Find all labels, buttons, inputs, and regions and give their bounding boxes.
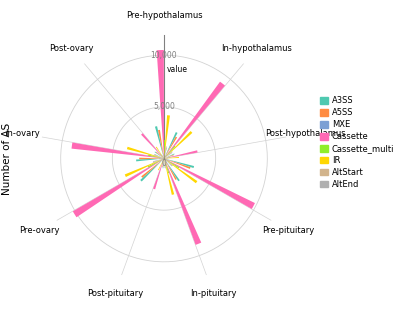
Bar — [154, 154, 164, 158]
Bar — [158, 130, 164, 158]
Bar — [164, 158, 168, 159]
Bar — [153, 158, 164, 189]
Text: value: value — [167, 65, 188, 74]
Bar — [155, 126, 164, 158]
Bar — [164, 158, 166, 163]
Bar — [164, 158, 201, 245]
Bar — [157, 50, 164, 158]
Bar — [148, 154, 164, 158]
Text: Number of AS: Number of AS — [2, 122, 12, 195]
Bar — [164, 155, 174, 158]
Bar — [154, 152, 164, 158]
Bar — [163, 157, 164, 158]
Text: 5,000: 5,000 — [153, 102, 175, 111]
Bar — [162, 158, 164, 167]
Bar — [164, 158, 166, 169]
Bar — [164, 82, 225, 158]
Bar — [159, 158, 164, 162]
Bar — [164, 158, 255, 209]
Bar — [164, 157, 179, 158]
Bar — [164, 146, 166, 158]
Bar — [162, 155, 164, 158]
Bar — [164, 158, 177, 180]
Bar — [164, 152, 172, 158]
Bar — [164, 158, 194, 168]
Bar — [154, 154, 164, 158]
Bar — [141, 158, 164, 178]
Bar — [140, 158, 164, 182]
Bar — [164, 140, 165, 158]
Bar — [125, 158, 164, 177]
Text: 10,000: 10,000 — [151, 51, 177, 60]
Bar — [164, 158, 172, 166]
Bar — [160, 154, 164, 158]
Bar — [153, 158, 164, 162]
Bar — [162, 155, 164, 158]
Bar — [158, 158, 164, 170]
Bar — [164, 151, 172, 158]
Bar — [164, 147, 167, 158]
Bar — [164, 115, 170, 158]
Bar — [164, 131, 192, 158]
Bar — [163, 153, 164, 158]
Legend: A3SS, A5SS, MXE, Cassette, Cassette_multi, IR, AltStart, AltEnd: A3SS, A5SS, MXE, Cassette, Cassette_mult… — [318, 95, 396, 191]
Bar — [139, 158, 164, 159]
Bar — [153, 158, 164, 163]
Bar — [156, 152, 164, 158]
Bar — [164, 158, 197, 183]
Bar — [164, 158, 179, 168]
Bar — [127, 147, 164, 158]
Bar — [136, 158, 164, 161]
Bar — [164, 158, 180, 181]
Bar — [162, 158, 164, 162]
Bar — [72, 143, 164, 158]
Bar — [164, 158, 169, 161]
Bar — [164, 146, 176, 158]
Text: 0: 0 — [162, 158, 166, 167]
Bar — [164, 155, 167, 158]
Bar — [164, 158, 190, 169]
Bar — [164, 158, 165, 168]
Bar — [164, 150, 198, 158]
Bar — [162, 158, 164, 161]
Bar — [73, 158, 164, 217]
Bar — [162, 158, 164, 164]
Bar — [164, 158, 169, 173]
Bar — [156, 147, 164, 158]
Bar — [141, 133, 164, 158]
Bar — [148, 158, 164, 167]
Bar — [164, 132, 178, 158]
Bar — [164, 158, 173, 166]
Bar — [164, 137, 177, 158]
Bar — [164, 158, 174, 195]
Bar — [164, 153, 174, 158]
Bar — [163, 158, 164, 168]
